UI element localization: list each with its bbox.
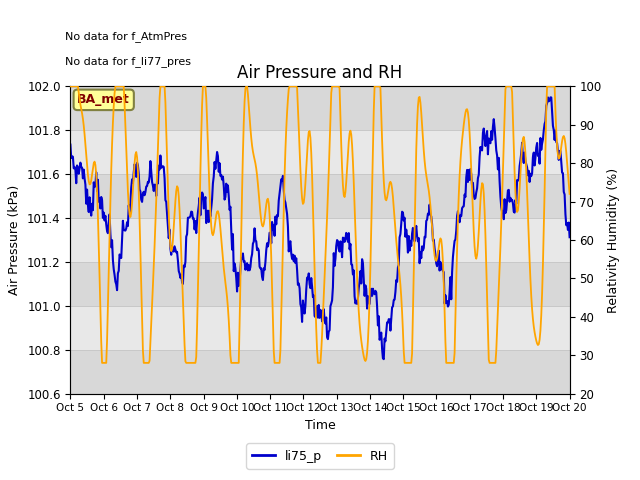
RH [196, 208, 204, 214]
li75_p [292, 255, 300, 261]
li75_p [444, 298, 451, 304]
Text: BA_met: BA_met [77, 93, 130, 107]
Text: No data for f_li77_pres: No data for f_li77_pres [65, 56, 191, 67]
Text: No data for f_AtmPres: No data for f_AtmPres [65, 31, 188, 42]
Bar [70, 350, 570, 394]
Bar [70, 262, 570, 306]
li75_p [67, 142, 74, 147]
RH [67, 84, 74, 89]
Line: RH: RH [70, 86, 570, 363]
RH [444, 360, 451, 366]
RH [401, 360, 408, 366]
X-axis label: Time: Time [305, 419, 335, 432]
Line: li75_p: li75_p [70, 97, 570, 359]
Legend: li75_p, RH: li75_p, RH [246, 444, 394, 469]
li75_p [401, 215, 408, 221]
li75_p [544, 95, 552, 100]
Bar [70, 86, 570, 130]
RH [98, 360, 106, 366]
RH [293, 85, 301, 91]
RH [362, 358, 369, 364]
li75_p [361, 293, 369, 299]
RH [156, 95, 163, 101]
li75_p [155, 163, 163, 168]
Y-axis label: Air Pressure (kPa): Air Pressure (kPa) [8, 185, 22, 295]
Bar [70, 174, 570, 218]
li75_p [380, 356, 388, 362]
Title: Air Pressure and RH: Air Pressure and RH [237, 64, 403, 82]
li75_p [566, 234, 573, 240]
RH [566, 191, 573, 197]
li75_p [195, 203, 203, 209]
Y-axis label: Relativity Humidity (%): Relativity Humidity (%) [607, 168, 620, 312]
